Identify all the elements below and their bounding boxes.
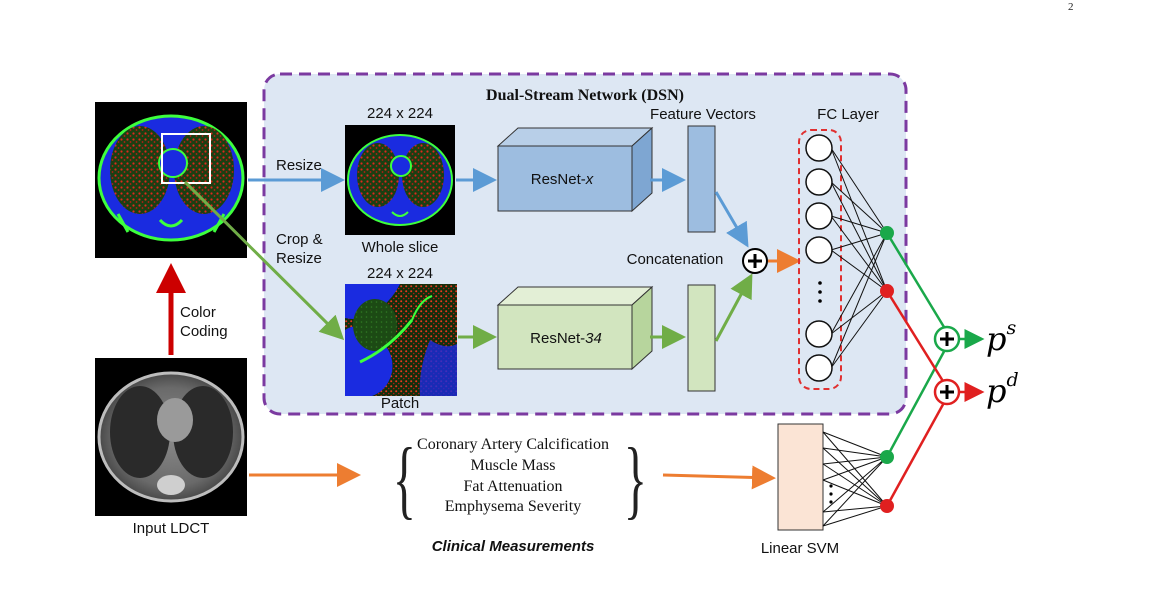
clinical-item-0: Coronary Artery Calcification <box>417 436 609 453</box>
resnet-34-prefix: ResNet- <box>530 330 585 347</box>
color-coding-label-line1: Color <box>180 304 216 321</box>
fc-layer-label: FC Layer <box>817 106 879 123</box>
svm-connections <box>822 431 888 527</box>
fc-node <box>805 320 833 348</box>
svm-connection-line <box>822 431 888 458</box>
fc-connection-line <box>830 290 888 335</box>
output-ps: ps <box>986 317 1016 358</box>
svm-connection-line <box>822 505 888 527</box>
fc-node <box>805 236 833 264</box>
output-pd-base: p <box>986 372 1006 410</box>
whole-slice-image <box>345 125 455 235</box>
clinical-item-3: Emphysema Severity <box>445 498 581 515</box>
svm-green-to-fusion <box>885 345 949 458</box>
crop-resize-label-line1: Crop & <box>276 231 323 248</box>
svm-connection-line <box>822 479 888 507</box>
concatenation-plus-icon <box>742 248 768 274</box>
patch-size: 224 x 224 <box>367 265 433 282</box>
svm-connection-line <box>822 456 888 527</box>
svm-ellipsis-icon <box>829 484 833 504</box>
color-coding-label-line2: Coding <box>180 323 228 340</box>
resnet-x-suffix: x <box>585 171 594 188</box>
svg-text:ResNet-x: ResNet-x <box>531 171 594 188</box>
fc-connection-line <box>830 232 888 335</box>
clinical-item-1: Muscle Mass <box>471 457 556 474</box>
whole-slice-label: Whole slice <box>362 239 439 256</box>
output-pd-sup: d <box>1006 369 1018 391</box>
crop-resize-label-line2: Resize <box>276 250 322 267</box>
fc-node <box>805 134 833 162</box>
fusion-plus-green-icon <box>933 325 961 353</box>
fc-node <box>805 202 833 230</box>
fc-connection-line <box>830 232 888 251</box>
fc-nodes <box>805 134 833 382</box>
clinical-item-2: Fat Attenuation <box>463 478 562 495</box>
output-ps-sup: s <box>1006 317 1016 339</box>
svg-text:}: } <box>624 431 647 528</box>
vector-top-to-concat-arrow <box>714 191 749 248</box>
linear-svm-label: Linear SVM <box>761 540 839 557</box>
fc-connection-line <box>830 181 888 292</box>
svm-red-to-fusion <box>885 398 948 507</box>
dsn-title: Dual-Stream Network (DSN) <box>486 87 684 104</box>
resnet-34-suffix: 34 <box>585 330 602 347</box>
svm-connection-line <box>822 447 888 458</box>
clinical-to-svm-arrow <box>662 465 776 490</box>
svm-connection-line <box>822 505 888 513</box>
fc-node <box>805 354 833 382</box>
input-ldct-image <box>95 358 247 516</box>
vector-bottom-to-concat-arrow <box>714 273 753 342</box>
fc-connection-line <box>830 232 888 369</box>
fc-connection-line <box>830 249 888 292</box>
fc-connection-line <box>830 290 888 369</box>
fc-connection-line <box>830 215 888 234</box>
resnet-x-block: ResNet-x <box>496 126 654 213</box>
svm-connection-line <box>822 456 888 513</box>
svm-connection-line <box>822 456 888 481</box>
whole-slice-size: 224 x 224 <box>367 105 433 122</box>
clinical-measurements-title: Clinical Measurements <box>432 538 595 555</box>
color-coded-ct-image <box>95 102 247 258</box>
output-ps-base: p <box>986 320 1006 358</box>
svm-connection-line <box>822 447 888 507</box>
patch-image <box>345 284 457 396</box>
resize-label: Resize <box>276 157 322 174</box>
fc-ellipsis-icon <box>818 281 822 303</box>
fc-layer-box <box>798 129 842 390</box>
svg-text:{: { <box>393 431 416 528</box>
fc-connection-line <box>830 181 888 234</box>
fc-connection-line <box>830 147 888 292</box>
feature-vector-top <box>687 125 716 233</box>
fc-connections <box>830 147 888 369</box>
svg-text:ResNet-34: ResNet-34 <box>530 330 602 347</box>
page-number: 2 <box>1068 1 1074 13</box>
input-ldct-label: Input LDCT <box>133 520 210 537</box>
feature-vector-bottom <box>687 284 716 392</box>
output-pd: pd <box>986 369 1019 410</box>
dsn-green-to-fusion <box>885 232 949 333</box>
fc-connection-line <box>830 147 888 234</box>
feature-vectors-label: Feature Vectors <box>650 106 756 123</box>
resnet-34-block: ResNet-34 <box>496 285 654 371</box>
fc-connection-line <box>830 215 888 292</box>
linear-svm-box <box>777 423 824 531</box>
crop-resize-arrow <box>183 180 345 341</box>
concatenation-label: Concatenation <box>627 251 724 268</box>
dsn-red-to-fusion <box>885 290 948 387</box>
resnet-x-prefix: ResNet- <box>531 171 586 188</box>
clinical-measurements-list: { } Coronary Artery Calcification Muscle… <box>393 431 647 528</box>
fc-node <box>805 168 833 196</box>
fusion-plus-red-icon <box>933 378 961 406</box>
patch-label: Patch <box>381 395 419 412</box>
svm-connection-line <box>822 456 888 465</box>
